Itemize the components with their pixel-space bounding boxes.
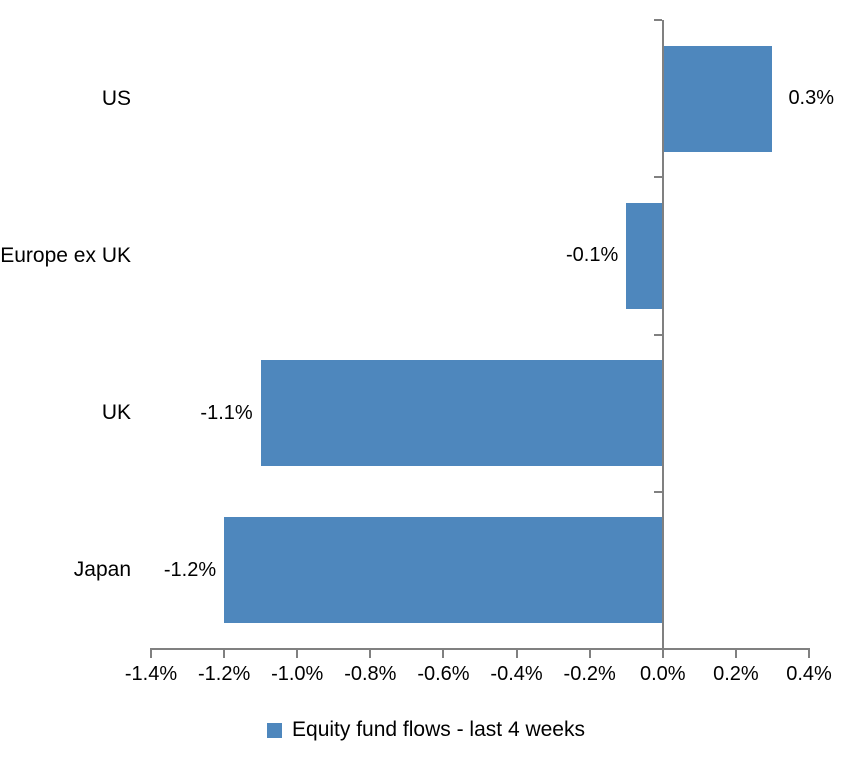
value-axis-tick	[515, 650, 518, 658]
value-axis-tick	[734, 650, 737, 658]
value-axis-tick	[661, 650, 664, 658]
bar-uk	[260, 360, 663, 467]
bar-japan	[224, 517, 663, 624]
value-axis-line	[150, 648, 810, 650]
value-axis-tick-label: -1.0%	[271, 663, 324, 685]
bar-europe-ex-uk	[626, 202, 663, 309]
value-axis-tick-label: -1.4%	[124, 663, 178, 685]
value-axis-tick-label: 0.2%	[713, 663, 759, 685]
value-axis-tick-label: -0.6%	[417, 663, 470, 685]
value-axis-tick	[808, 650, 810, 658]
value-axis-tick	[442, 650, 445, 658]
value-label: -1.1%	[200, 401, 253, 424]
legend-label: Equity fund flows - last 4 weeks	[292, 718, 585, 741]
category-axis-tick	[653, 333, 662, 336]
value-axis-tick-label: 0.4%	[786, 663, 832, 685]
category-label: US	[101, 86, 131, 110]
category-axis-tick	[653, 176, 662, 179]
value-axis-tick	[223, 650, 226, 658]
value-axis-tick-label: -0.2%	[563, 663, 616, 685]
category-label: Europe ex UK	[0, 243, 131, 267]
value-axis-tick-label: 0.0%	[639, 663, 686, 685]
value-axis-tick	[296, 650, 299, 658]
category-axis-line	[661, 20, 664, 649]
value-axis-tick	[369, 650, 372, 658]
value-axis-tick	[588, 650, 591, 658]
bar-us	[662, 45, 773, 152]
value-axis-tick-label: -0.4%	[490, 663, 543, 685]
value-label: -0.1%	[565, 244, 619, 267]
value-label: -1.2%	[163, 558, 217, 581]
category-axis-tick	[653, 490, 662, 493]
legend: Equity fund flows - last 4 weeks	[0, 714, 852, 746]
value-axis-tick-label: -0.8%	[344, 663, 397, 685]
value-axis-tick-label: -1.2%	[197, 663, 251, 685]
category-label: Japan	[73, 558, 131, 582]
value-label: 0.3%	[788, 87, 835, 110]
value-axis-tick	[150, 650, 152, 658]
category-axis-tick	[653, 19, 662, 21]
legend-swatch-icon	[267, 722, 283, 738]
category-label: UK	[101, 401, 131, 425]
